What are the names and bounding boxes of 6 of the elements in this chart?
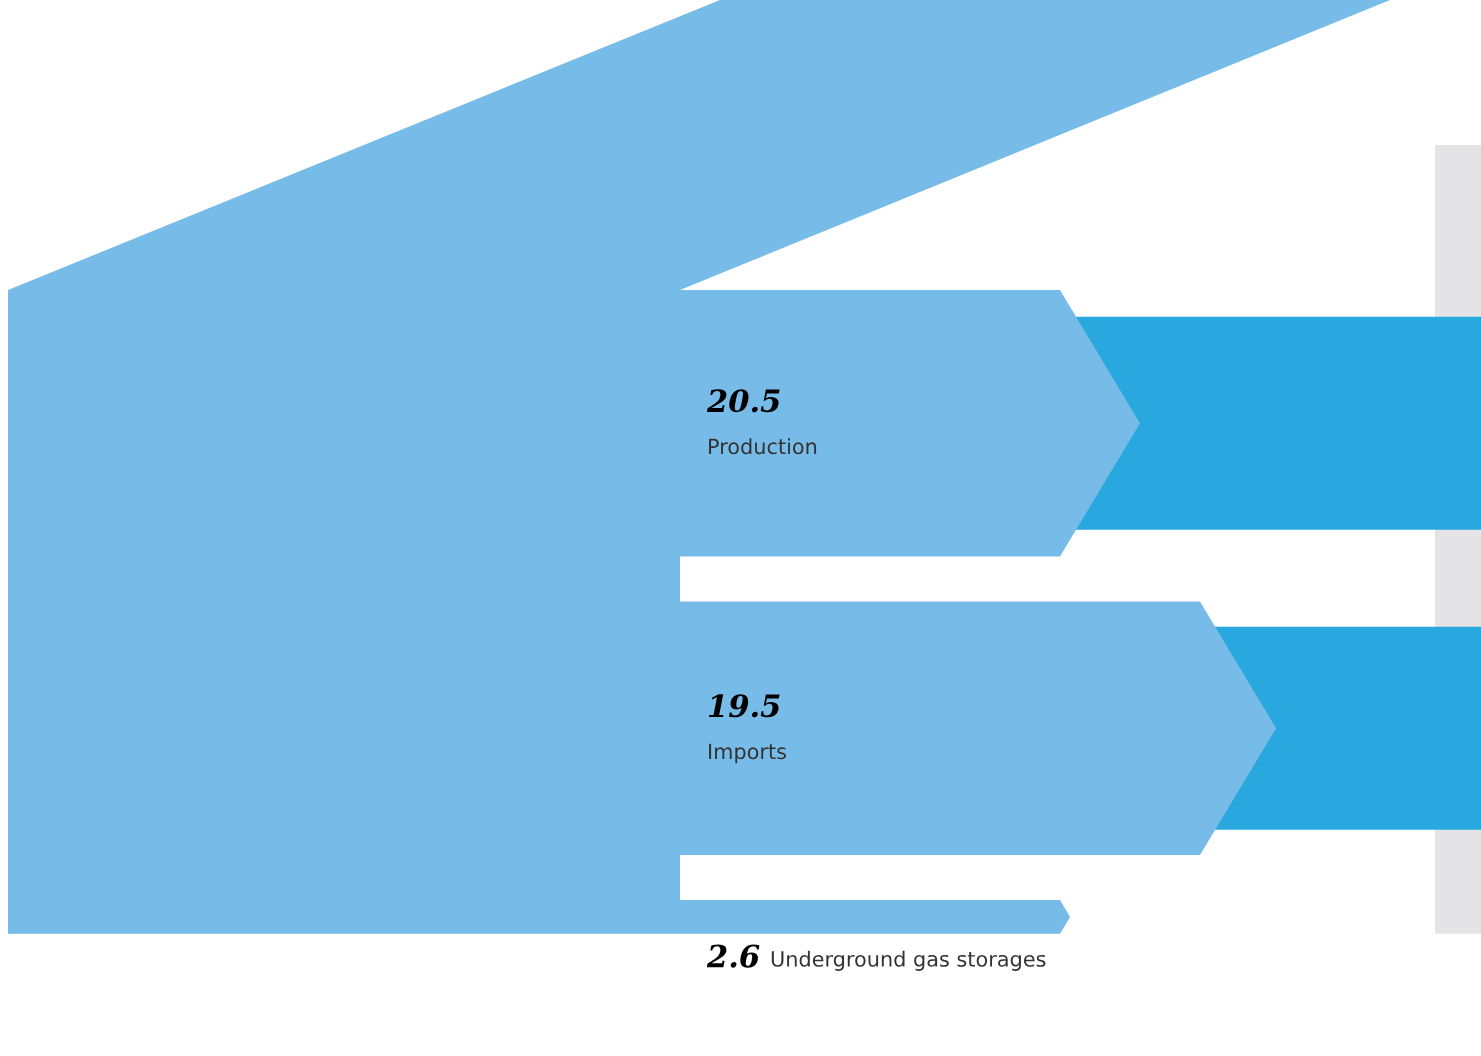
data-label: 2.6 <box>706 944 760 968</box>
category-label: Imports <box>709 743 786 764</box>
category-label: Underground gas storages <box>771 950 1046 971</box>
category-label: Production <box>709 438 817 455</box>
data-label: 19.5 <box>708 694 780 718</box>
data-label: 20.5 <box>706 389 780 413</box>
